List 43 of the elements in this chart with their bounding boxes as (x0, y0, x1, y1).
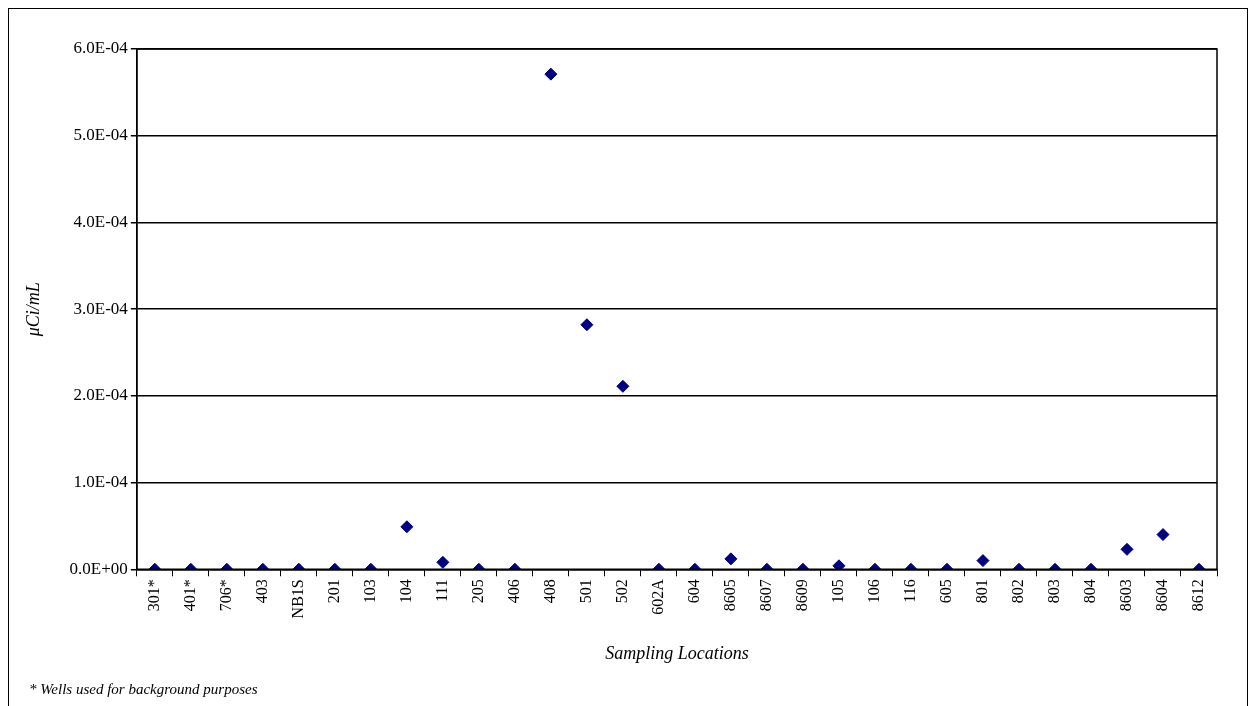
x-tick-label: 103 (361, 579, 379, 604)
x-tick-label: 401* (181, 579, 199, 612)
x-tick-label: 602A (649, 578, 667, 615)
x-tick-label: 501 (577, 579, 595, 604)
point (616, 379, 630, 393)
x-tick-label: 8609 (793, 579, 811, 612)
y-tick-label: 0.0E+00 (69, 558, 128, 578)
x-tick-label: NB1S (289, 579, 307, 619)
x-tick-label: 106 (865, 579, 883, 604)
y-tick-label: 3.0E-04 (73, 298, 129, 318)
point (832, 559, 846, 570)
point (580, 318, 594, 332)
x-tick-label: 116 (901, 579, 919, 603)
x-tick-label: 205 (469, 579, 487, 604)
x-tick-label: 802 (1009, 579, 1027, 604)
text: * Wells used for background purposes (29, 681, 258, 698)
x-tick-label: 804 (1081, 579, 1099, 604)
x-tick-label: 301* (145, 579, 163, 612)
x-tick-label: 403 (253, 579, 271, 604)
x-axis-title: Sampling Locations (605, 642, 749, 663)
y-tick-label: 2.0E-04 (73, 385, 129, 405)
y-tick-label: 1.0E-04 (73, 472, 129, 492)
y-tick-label: 6.0E-04 (73, 38, 129, 58)
x-tick-label: 801 (973, 579, 991, 604)
x-tick-label: 8603 (1117, 579, 1135, 612)
x-tick-label: 104 (397, 579, 415, 604)
x-tick-label: 8607 (757, 579, 775, 612)
x-tick-label: 803 (1045, 579, 1063, 604)
x-tick-label: 8604 (1153, 579, 1171, 612)
x-tick-label: 706* (217, 579, 235, 612)
x-tick-label: 111 (433, 579, 451, 603)
y-axis-title: μCi/mL (22, 282, 43, 338)
x-tick-label: 605 (937, 579, 955, 604)
y-tick-label: 5.0E-04 (73, 125, 129, 145)
x-tick-label: 8612 (1189, 579, 1207, 612)
x-tick-label: 408 (541, 579, 559, 604)
y-tick-label: 4.0E-04 (73, 211, 129, 231)
x-tick-label: 201 (325, 579, 343, 604)
x-tick-label: 8605 (721, 579, 739, 612)
x-tick-label: 502 (613, 579, 631, 604)
x-tick-label: 105 (829, 579, 847, 604)
x-tick-label: 604 (685, 579, 703, 604)
x-tick-label: 406 (505, 579, 523, 604)
